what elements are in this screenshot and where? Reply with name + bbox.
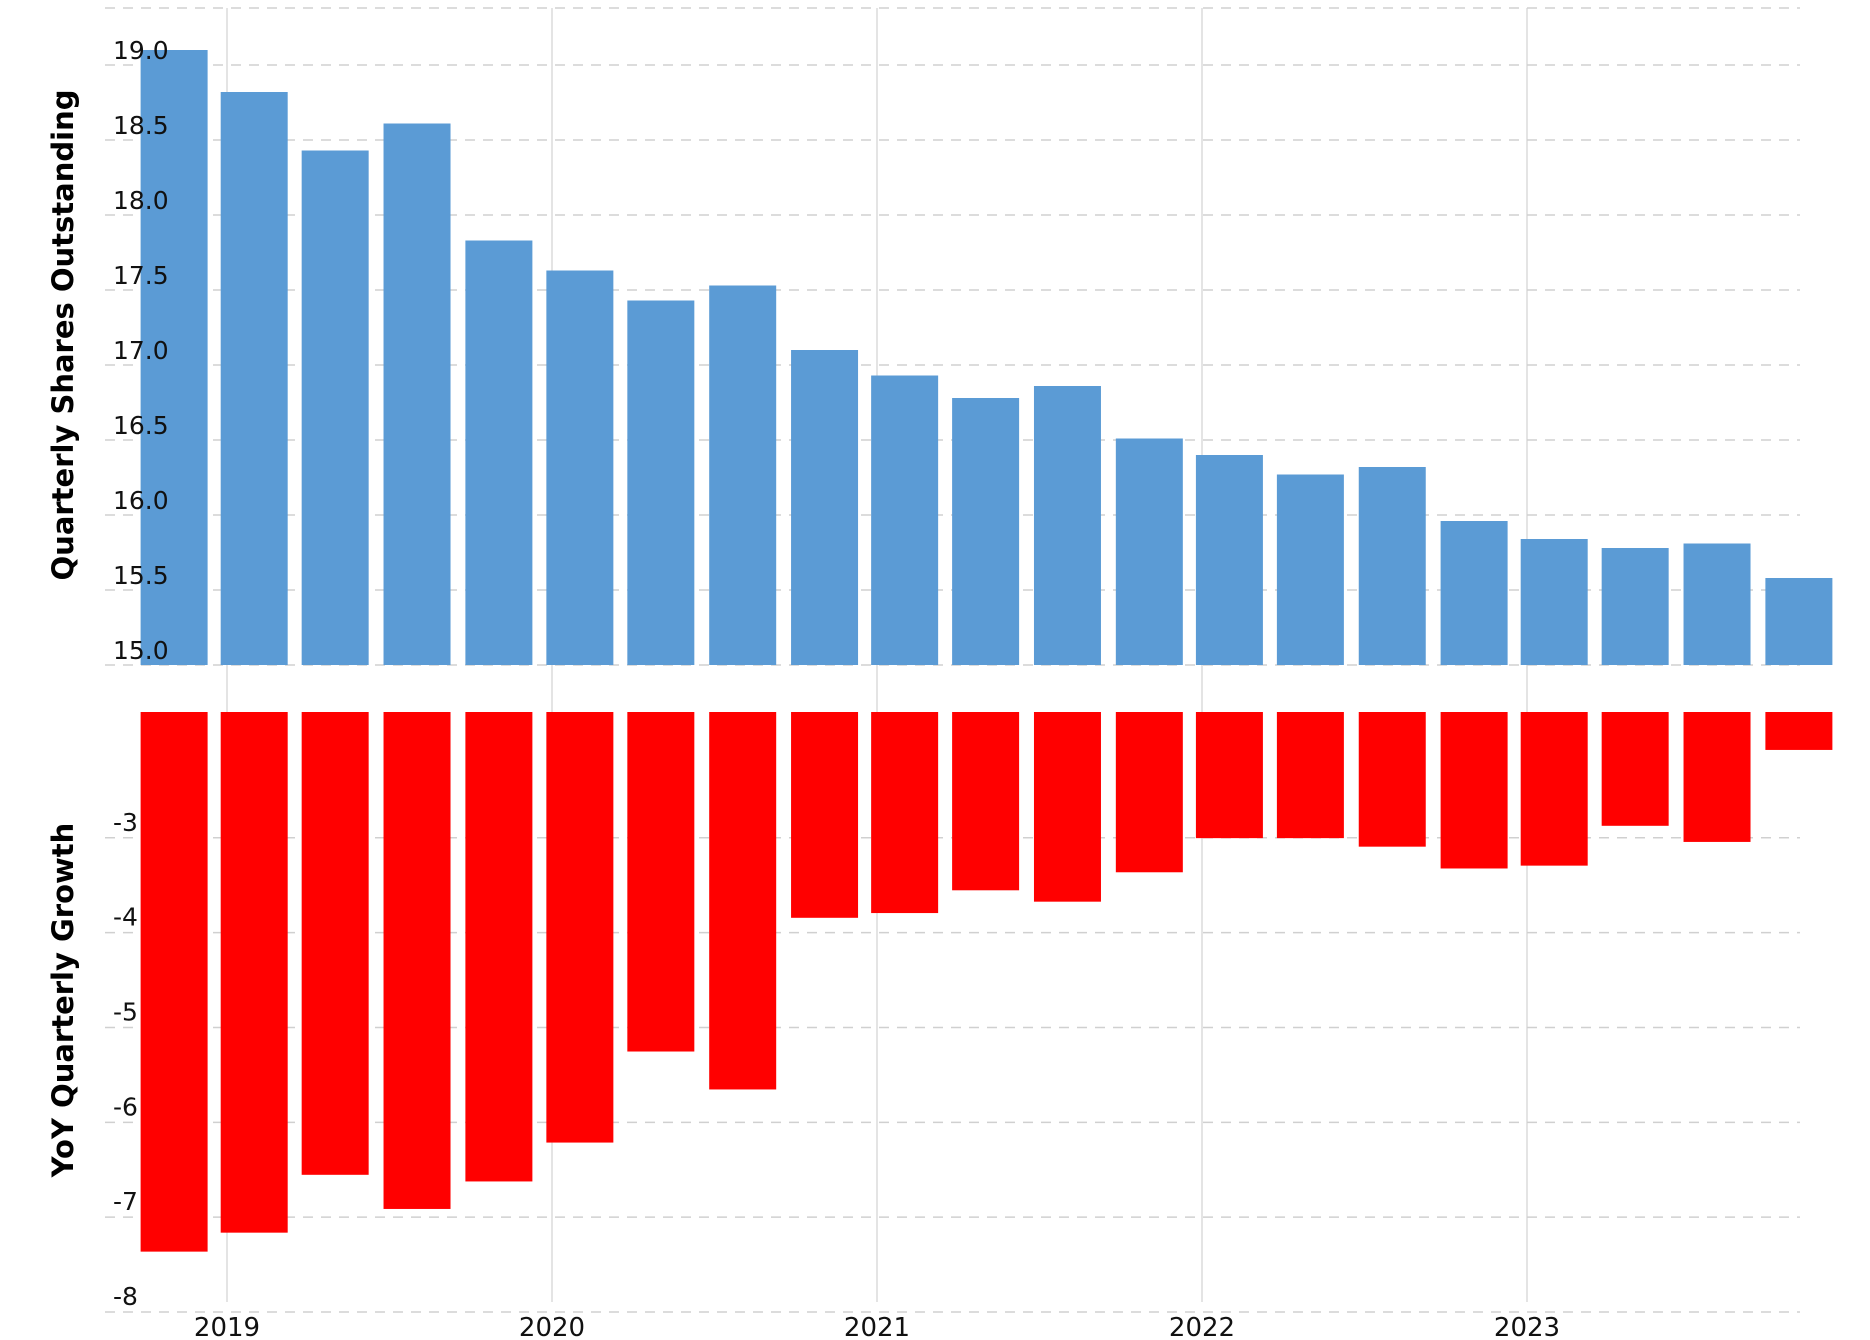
top-bar [871,375,939,665]
top-bar [546,270,614,665]
bottom-bar [952,712,1020,891]
bottom-y-tick-label: -5 [113,997,138,1026]
x-tick-label: 2020 [519,1313,585,1340]
bottom-bar [301,712,369,1175]
bottom-bar [546,712,614,1143]
top-y-tick-label: 17.5 [113,261,169,290]
top-y-tick-label: 16.5 [113,411,169,440]
top-bar [791,350,859,665]
top-panel-bars [140,50,1833,665]
bottom-bar [1520,712,1588,866]
bottom-bar [465,712,533,1182]
bottom-panel-bars [140,712,1833,1252]
top-bar [1520,539,1588,665]
bottom-bar [791,712,859,918]
bottom-bar [140,712,208,1252]
top-bar [709,285,777,665]
top-y-tick-label: 19.0 [113,36,169,65]
bottom-bar [1358,712,1426,847]
top-bar [1358,467,1426,665]
bottom-bar [709,712,777,1090]
top-bar [952,398,1020,665]
x-tick-label: 2021 [844,1313,910,1340]
bottom-panel-y-axis-title: YoY Quarterly Growth [46,823,80,1179]
top-y-tick-label: 15.0 [113,636,169,665]
bottom-bar [1683,712,1751,842]
top-bar [1683,543,1751,665]
x-tick-label: 2022 [1169,1313,1235,1340]
bottom-panel-y-ticks: -3 -4 -5 -6 -7 -8 [113,808,138,1311]
bottom-bar [1195,712,1263,839]
top-panel-y-axis-title: Quarterly Shares Outstanding [46,90,80,581]
top-bar [1440,521,1508,665]
bottom-bar [1601,712,1669,826]
top-y-tick-label: 16.0 [113,486,169,515]
bottom-bar [1115,712,1183,873]
top-bar [1765,578,1833,665]
top-bar [220,92,288,665]
bottom-y-tick-label: -4 [113,903,138,932]
x-tick-label: 2023 [1494,1313,1560,1340]
top-bar [1195,455,1263,665]
top-bar [383,123,451,665]
top-y-tick-label: 15.5 [113,561,169,590]
bottom-bar [1276,712,1344,839]
top-y-tick-label: 17.0 [113,336,169,365]
bottom-y-tick-label: -6 [113,1092,138,1121]
bottom-y-tick-label: -8 [113,1282,138,1311]
top-bar [1276,474,1344,665]
bottom-bar [383,712,451,1209]
bottom-bar [220,712,288,1233]
top-bar [627,300,695,665]
bottom-bar [871,712,939,914]
bottom-bar [627,712,695,1052]
bottom-bar [1033,712,1101,902]
top-bar [1115,438,1183,665]
x-axis-ticks: 2019 2020 2021 2022 2023 [194,1313,1560,1340]
top-bar [465,240,533,665]
top-bar [301,150,369,665]
top-y-tick-label: 18.0 [113,186,169,215]
bottom-y-tick-label: -7 [113,1187,138,1216]
x-tick-label: 2019 [194,1313,260,1340]
top-bar [140,50,208,665]
top-panel-y-ticks: 15.0 15.5 16.0 16.5 17.0 17.5 18.0 18.5 19.0 [113,36,169,665]
top-bar [1601,548,1669,665]
top-y-tick-label: 18.5 [113,111,169,140]
top-bar [1033,386,1101,665]
bottom-bar [1440,712,1508,869]
bottom-bar [1765,712,1833,750]
bottom-y-tick-label: -3 [113,808,138,837]
